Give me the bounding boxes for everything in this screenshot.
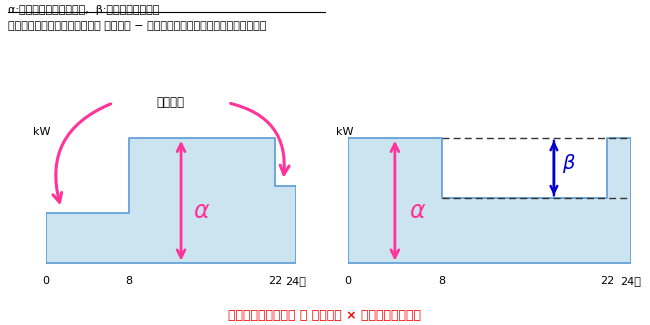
Text: 24時: 24時 [620, 276, 641, 286]
Text: 22: 22 [268, 276, 282, 286]
Text: β: β [562, 153, 575, 173]
Text: 0: 0 [42, 276, 49, 286]
Text: 24時: 24時 [285, 276, 306, 286]
Text: kW: kW [336, 127, 354, 137]
Text: α: α [194, 199, 209, 223]
Text: α: α [409, 199, 424, 223]
Text: α:送電サービス契約電力,  β:ピークシフト電力: α:送電サービス契約電力, β:ピークシフト電力 [8, 5, 159, 15]
Text: 8: 8 [439, 276, 445, 286]
Text: 8: 8 [125, 276, 133, 286]
Text: ピークシフト割引額 ＝ 割引単価 × ピークシフト電力: ピークシフト割引額 ＝ 割引単価 × ピークシフト電力 [229, 309, 421, 322]
Text: kW: kW [33, 127, 51, 137]
Text: 負荷移行: 負荷移行 [157, 96, 185, 109]
Text: 22: 22 [600, 276, 614, 286]
Text: 0: 0 [344, 276, 351, 286]
Text: ピークシフト電力（上限値）＝ 契約電力 − 昼間時間における接続供給電力の最大値: ピークシフト電力（上限値）＝ 契約電力 − 昼間時間における接続供給電力の最大値 [8, 21, 266, 31]
